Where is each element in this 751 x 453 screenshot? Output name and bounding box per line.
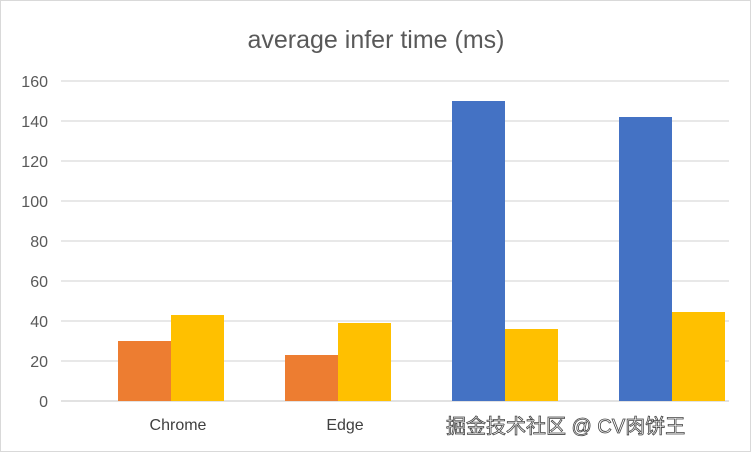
y-tick-label: 20 [30,354,48,371]
bar [171,315,224,401]
x-category-label: Edge [326,417,363,434]
y-tick-label: 160 [21,74,48,91]
chart-title: average infer time (ms) [247,26,504,54]
x-category-label: Chrome [150,417,207,434]
y-tick-label: 60 [30,274,48,291]
y-tick-label: 0 [39,394,48,411]
bar [619,117,672,401]
y-tick-label: 100 [21,194,48,211]
y-tick-label: 80 [30,234,48,251]
bar [338,323,391,401]
y-tick-label: 120 [21,154,48,171]
y-tick-label: 40 [30,314,48,331]
bar [452,101,505,401]
bar [505,329,558,401]
y-tick-label: 140 [21,114,48,131]
bar [285,355,338,401]
bar [118,341,171,401]
bar [672,312,725,401]
watermark: 掘金技术社区 @ CV肉饼王 [446,415,685,438]
